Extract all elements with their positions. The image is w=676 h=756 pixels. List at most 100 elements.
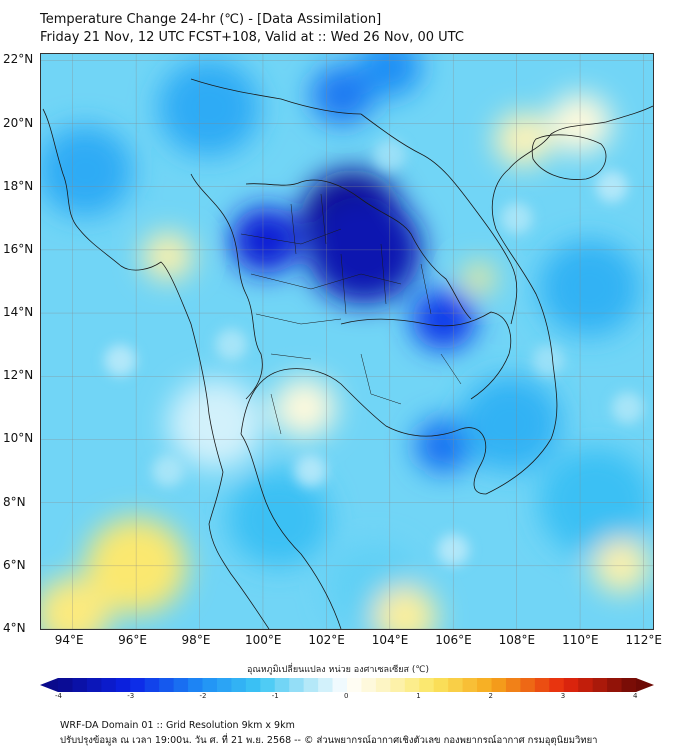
- colorbar-tick-label: -1: [271, 692, 279, 700]
- colorbar-segment: [274, 678, 290, 692]
- longitude-label: 98°E: [181, 633, 211, 647]
- border-laos-vietnam: [360, 113, 518, 325]
- colorbar-segment: [332, 678, 348, 692]
- colorbar-segment: [101, 678, 117, 692]
- temperature-change-map: [41, 54, 653, 629]
- colorbar-segment: [159, 678, 175, 692]
- longitude-label: 110°E: [562, 633, 599, 647]
- colorbar-segment: [477, 678, 492, 692]
- field-blob: [494, 112, 552, 167]
- latitude-label: 10°N: [3, 431, 34, 446]
- latitude-label: 8°N: [3, 494, 26, 509]
- colorbar-tick-label: 2: [488, 692, 493, 700]
- colorbar-segment: [130, 678, 146, 692]
- field-speckle: [151, 455, 184, 487]
- colorbar-segment: [419, 678, 435, 692]
- field-blob: [228, 470, 330, 567]
- colorbar-segment: [462, 678, 478, 692]
- colorbar-segment: [361, 678, 377, 692]
- colorbar-max-arrow: [636, 678, 654, 692]
- colorbar-segment: [58, 678, 73, 692]
- colorbar-tick-label: 4: [633, 692, 638, 700]
- field-blob: [415, 418, 473, 473]
- map-title: Temperature Change 24-hr (℃) - [Data Ass…: [40, 12, 382, 27]
- colorbar-segment: [607, 678, 623, 692]
- colorbar-segment: [448, 678, 464, 692]
- field-speckle: [294, 455, 327, 487]
- field-blob: [231, 207, 302, 274]
- colorbar-segment: [245, 678, 261, 692]
- field-blob: [272, 377, 336, 438]
- field-blob: [462, 263, 495, 294]
- colorbar-segment: [173, 678, 189, 692]
- colorbar-segment: [216, 678, 232, 692]
- colorbar-min-arrow: [40, 678, 58, 692]
- colorbar-tick-label: -3: [127, 692, 135, 700]
- colorbar-tick-label: 0: [344, 692, 349, 700]
- latitude-label: 12°N: [3, 368, 34, 383]
- colorbar-tick-label: -2: [199, 692, 207, 700]
- province-lines: [240, 193, 462, 435]
- border-thailand-laos: [245, 179, 472, 320]
- peninsula-west-coast: [208, 471, 270, 629]
- border-cambodia: [340, 311, 512, 400]
- peninsula-east-coast: [240, 433, 342, 629]
- field-blob: [41, 125, 133, 217]
- latitude-label: 22°N: [3, 52, 34, 67]
- colorbar-segment: [188, 678, 203, 692]
- map-panel: [40, 53, 654, 630]
- longitude-label: 100°E: [244, 633, 282, 647]
- field-detail: [104, 139, 644, 566]
- map-subtitle: Friday 21 Nov, 12 UTC FCST+108, Valid at…: [40, 30, 464, 45]
- colorbar-segment: [260, 678, 276, 692]
- field-blob: [412, 289, 476, 350]
- field-blob: [167, 378, 263, 469]
- longitude-label: 104°E: [371, 633, 409, 647]
- field-blob: [459, 375, 562, 472]
- colorbar-segment: [433, 678, 449, 692]
- colorbar-segment: [231, 678, 247, 692]
- colorbar-segment: [375, 678, 391, 692]
- field-blob: [142, 232, 194, 281]
- field-speckle: [532, 344, 565, 377]
- colorbar-segment: [621, 678, 637, 692]
- colorbar-segment: [289, 678, 305, 692]
- graticule: [41, 54, 653, 629]
- myanmar-coast: [42, 108, 224, 473]
- tonkin-coast: [550, 105, 653, 135]
- coastlines-borders: [42, 78, 653, 629]
- longitude-label: 108°E: [498, 633, 536, 647]
- colorbar-segment: [318, 678, 334, 692]
- hainan-island: [531, 134, 607, 180]
- colorbar-segment: [549, 678, 565, 692]
- colorbar-segment: [404, 678, 420, 692]
- colorbar-segment: [578, 678, 594, 692]
- colorbar-segment: [563, 678, 579, 692]
- colorbar-segment: [505, 678, 521, 692]
- colorbar-segment: [72, 678, 88, 692]
- latitude-label: 18°N: [3, 178, 34, 193]
- border-china: [190, 78, 362, 115]
- latitude-label: 4°N: [3, 621, 26, 635]
- field-speckle: [611, 391, 644, 424]
- longitude-label: 106°E: [435, 633, 472, 647]
- field-speckle: [104, 344, 137, 377]
- colorbar-segment: [491, 678, 507, 692]
- field-blob: [538, 239, 641, 336]
- latitude-label: 6°N: [3, 557, 26, 572]
- colorbar-segment: [144, 678, 160, 692]
- field-blob: [158, 59, 260, 156]
- colorbar-segment: [592, 678, 608, 692]
- longitude-label: 102°E: [308, 633, 345, 647]
- colorbar-label: อุณหภูมิเปลี่ยนแปลง หน่วย องศาเซลเซียส (…: [246, 665, 430, 675]
- colorbar-segment: [534, 678, 550, 692]
- colorbar-segment: [303, 678, 319, 692]
- latitude-label: 16°N: [3, 241, 34, 256]
- longitude-label: 112°E: [625, 633, 662, 647]
- credit-line: ปรับปรุงข้อมูล ณ เวลา 19:00น. วัน ศ. ที่…: [60, 735, 598, 746]
- latitude-label: 20°N: [3, 115, 34, 130]
- colorbar-segment: [347, 678, 362, 692]
- model-info: WRF-DA Domain 01 :: Grid Resolution 9km …: [60, 720, 295, 731]
- field-speckle: [215, 328, 248, 361]
- gulf-coast: [240, 133, 558, 495]
